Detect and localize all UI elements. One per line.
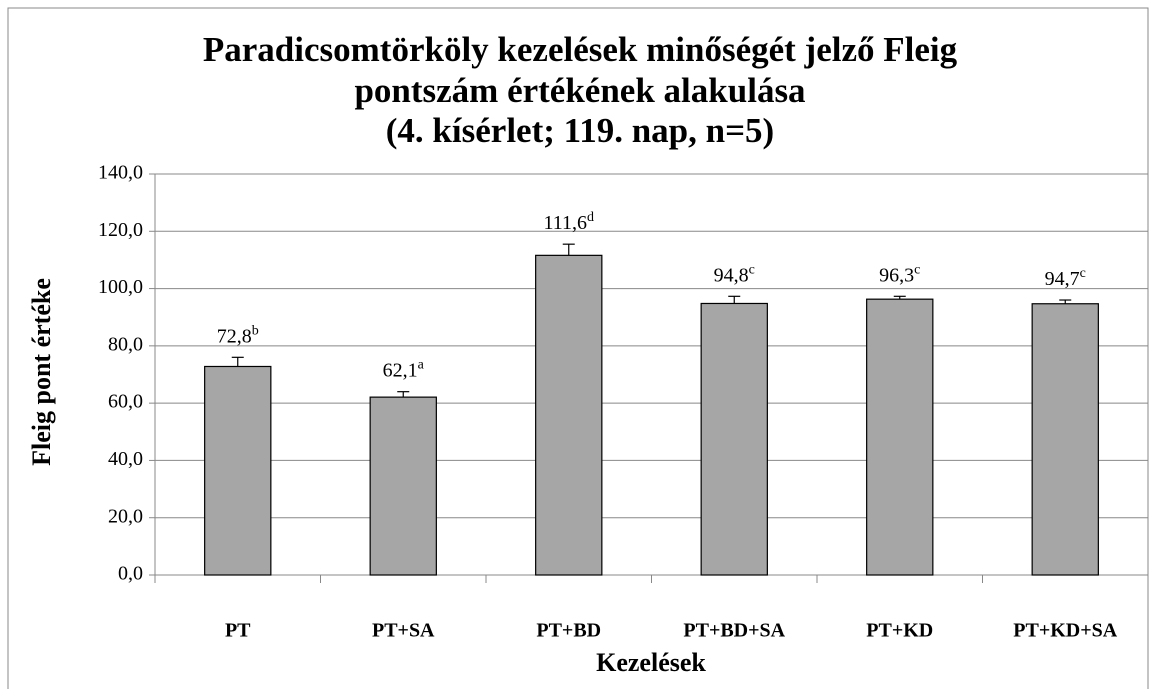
x-tick-label: PT bbox=[225, 620, 251, 642]
x-tick-label: PT+KD+SA bbox=[1013, 620, 1117, 642]
data-label: 111,6d bbox=[543, 210, 594, 233]
data-label: 96,3c bbox=[879, 263, 920, 286]
data-label-letter: d bbox=[587, 210, 594, 225]
data-label-letter: c bbox=[914, 263, 920, 278]
x-axis-title: Kezelések bbox=[596, 648, 706, 677]
data-label-letter: c bbox=[749, 263, 755, 278]
y-tick-label: 120,0 bbox=[98, 219, 143, 241]
bar bbox=[866, 298, 934, 576]
data-label: 94,7c bbox=[1045, 266, 1086, 289]
x-tick-label: PT+BD bbox=[536, 620, 601, 642]
data-label-letter: b bbox=[252, 324, 259, 339]
data-label: 94,8c bbox=[714, 263, 755, 286]
data-label: 72,8b bbox=[217, 324, 259, 347]
y-tick-label: 140,0 bbox=[98, 162, 143, 184]
y-tick-label: 40,0 bbox=[108, 448, 143, 470]
data-label-value: 62,1 bbox=[383, 359, 418, 381]
data-label: 62,1a bbox=[383, 358, 425, 381]
bar bbox=[204, 365, 272, 576]
bar bbox=[1031, 303, 1099, 576]
data-label-letter: c bbox=[1080, 266, 1086, 281]
data-label-letter: a bbox=[418, 358, 425, 373]
y-tick-label: 0,0 bbox=[118, 563, 143, 585]
data-label-value: 96,3 bbox=[879, 264, 914, 286]
y-tick-label: 60,0 bbox=[108, 391, 143, 413]
bar bbox=[535, 254, 603, 576]
y-tick-label: 100,0 bbox=[98, 276, 143, 298]
x-tick-label: PT+KD bbox=[866, 620, 933, 642]
x-tick-label: PT+BD+SA bbox=[683, 620, 785, 642]
y-tick-label: 20,0 bbox=[108, 505, 143, 527]
y-axis-title: Fleig pont értéke bbox=[27, 278, 56, 466]
data-label-value: 72,8 bbox=[217, 325, 252, 347]
data-label-value: 111,6 bbox=[543, 212, 587, 234]
chart-title: pontszám értékének alakulása bbox=[354, 71, 805, 110]
bar bbox=[369, 396, 437, 576]
data-label-value: 94,8 bbox=[714, 264, 749, 286]
chart-title: (4. kísérlet; 119. nap, n=5) bbox=[386, 111, 774, 150]
y-tick-label: 80,0 bbox=[108, 333, 143, 355]
bar bbox=[700, 302, 768, 576]
data-label-value: 94,7 bbox=[1045, 268, 1080, 290]
x-tick-label: PT+SA bbox=[372, 620, 435, 642]
chart-title: Paradicsomtörköly kezelések minőségét je… bbox=[203, 30, 958, 69]
